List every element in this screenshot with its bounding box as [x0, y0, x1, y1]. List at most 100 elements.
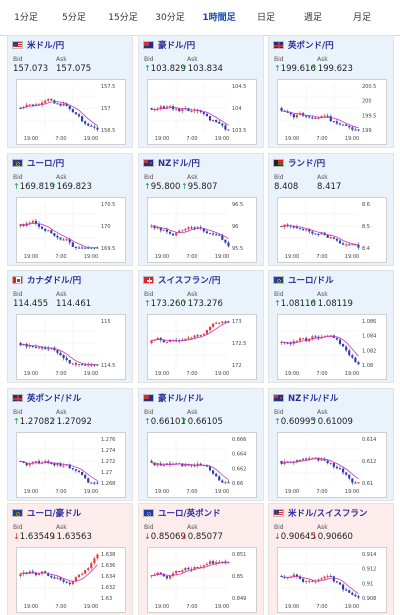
card-header[interactable]: カナダドル/円 — [8, 271, 132, 289]
chart-panel[interactable]: 104.5 104 103.5 19:00 7:00 19:00 — [147, 79, 257, 145]
currency-pair-name[interactable]: ユーロ/英ポンド — [158, 509, 221, 519]
y-tick-label: 0.849 — [232, 596, 246, 602]
rate-card[interactable]: ユーロ/英ポンド Bid Ask ↓0.85069 ↓0.85077 0.851 0.85 0… — [138, 503, 264, 615]
tab-1[interactable]: 5分足 — [62, 13, 86, 23]
currency-pair-name[interactable]: ユーロ/ドル — [288, 276, 334, 286]
tab-7[interactable]: 月足 — [352, 13, 371, 23]
rate-card[interactable]: 豪ドル/ドル Bid Ask ↑0.66101 ↑0.66105 0.666 0.664 0.… — [138, 388, 264, 501]
rate-card[interactable]: ユーロ/豪ドル Bid Ask ↓1.63549 ↓1.63563 1.638 1.636 1… — [7, 503, 133, 615]
chart-panel[interactable]: 1.276 1.274 1.272 1.27 1.268 19:00 7:00 19:00 — [16, 432, 126, 498]
y-tick-label: 172.5 — [232, 341, 246, 347]
chart-panel[interactable]: 1.638 1.636 1.634 1.632 1.63 19:00 7:00 19:00 — [16, 547, 126, 613]
currency-pair-name[interactable]: 米ドル/スイスフラン — [288, 509, 368, 519]
rate-card[interactable]: 英ポンド/ドル Bid Ask ↑1.27082 ↑1.27092 1.276 1.274 1… — [7, 388, 133, 501]
candle — [338, 339, 342, 345]
card-header[interactable]: ユーロ/英ポンド — [139, 504, 263, 522]
card-header[interactable]: ユーロ/豪ドル — [8, 504, 132, 522]
rate-card[interactable]: ユーロ/ドル Bid Ask ↑1.08116 ↑1.08119 1.086 1.084 1.… — [268, 270, 394, 383]
rate-card[interactable]: NZドル/円 Bid Ask ↑95.800 ↑95.807 96.5 96 95.5 19:0… — [138, 153, 264, 266]
tab-6[interactable]: 週足 — [303, 13, 322, 23]
rate-card[interactable]: NZドル/ドル Bid Ask ↑0.60995 ↑0.61009 0.614 0.612 0… — [268, 388, 394, 501]
flag-icon — [143, 509, 154, 517]
rate-card[interactable]: 豪ドル/円 Bid Ask ↑103.829 ↑103.834 104.5 104 103.5… — [138, 35, 264, 148]
currency-pair-name[interactable]: ユーロ/円 — [27, 159, 65, 169]
candle — [62, 103, 65, 106]
rate-card[interactable]: ユーロ/円 Bid Ask ↑169.819 ↑169.823 170.5 170 169.5… — [7, 153, 133, 266]
candle — [41, 347, 44, 349]
candle — [357, 129, 360, 131]
chart-panel[interactable]: 115 114.5 19:00 7:00 19:00 — [16, 314, 126, 380]
currency-pair-name[interactable]: カナダドル/円 — [27, 276, 82, 286]
chart-panel[interactable]: 173 172.5 172 19:00 7:00 19:00 — [147, 314, 257, 380]
tab-2[interactable]: 15分足 — [108, 13, 138, 23]
chart-panel[interactable]: 0.666 0.664 0.662 0.66 19:00 7:00 19:00 — [147, 432, 257, 498]
rate-card[interactable]: 米ドル/スイスフラン Bid Ask ↓0.90645 ↓0.90660 0.914 0.9… — [268, 503, 394, 615]
rate-card[interactable]: 英ポンド/円 Bid Ask ↑199.616 ↑199.623 200.5 200 199.… — [268, 35, 394, 148]
candle — [28, 222, 31, 224]
chart-panel[interactable]: 96.5 96 95.5 19:00 7:00 19:00 — [147, 197, 257, 263]
currency-pair-name[interactable]: 豪ドル/円 — [158, 41, 196, 51]
candle — [59, 352, 62, 356]
currency-pair-name[interactable]: 英ポンド/ドル — [27, 394, 82, 404]
currency-pair-name[interactable]: スイスフラン/円 — [158, 276, 221, 286]
card-header[interactable]: スイスフラン/円 — [139, 271, 263, 289]
currency-pair-name[interactable]: NZドル/ドル — [288, 394, 339, 404]
candle — [19, 573, 22, 576]
chart-panel[interactable]: 1.086 1.084 1.082 1.08 19:00 7:00 19:00 — [277, 314, 387, 380]
rate-card[interactable]: スイスフラン/円 Bid Ask ↑173.260 ↑173.276 173 172.5 17… — [138, 270, 264, 383]
rate-card[interactable]: カナダドル/円 Bid Ask 114.455 114.461 115 114.5 19:00… — [7, 270, 133, 383]
chart-panel[interactable]: 0.614 0.612 0.61 19:00 7:00 19:00 — [277, 432, 387, 498]
candle — [286, 577, 289, 579]
card-header[interactable]: NZドル/ドル — [269, 389, 393, 407]
y-tick-label: 1.276 — [101, 437, 115, 443]
rate-card[interactable]: ランド/円 Bid Ask 8.408 8.417 8.6 8.5 8.4 19:00 7:00 1… — [268, 153, 394, 266]
card-header[interactable]: 米ドル/円 — [8, 36, 132, 54]
x-tick-label: 19:00 — [24, 371, 38, 377]
card-header[interactable]: ユーロ/ドル — [269, 271, 393, 289]
candle — [342, 124, 345, 126]
currency-pair-name[interactable]: 米ドル/円 — [27, 41, 65, 51]
candle — [196, 567, 199, 569]
candle — [357, 362, 360, 365]
card-header[interactable]: 豪ドル/円 — [139, 36, 263, 54]
card-header[interactable]: ランド/円 — [269, 154, 393, 172]
chart-panel[interactable]: 170.5 170 169.5 19:00 7:00 19:00 — [16, 197, 126, 263]
y-tick-label: 1.27 — [101, 470, 112, 476]
tab-3[interactable]: 30分足 — [155, 13, 185, 23]
y-tick-label: 96.5 — [232, 202, 243, 208]
card-header[interactable]: 英ポンド/円 — [269, 36, 393, 54]
card-header[interactable]: NZドル/円 — [139, 154, 263, 172]
tab-0[interactable]: 1分足 — [14, 13, 38, 23]
chart-panel[interactable]: 200.5 200 199.5 199 19:00 7:00 19:00 — [277, 79, 387, 145]
candle — [34, 104, 37, 106]
currency-pair-name[interactable]: ユーロ/豪ドル — [27, 509, 82, 519]
card-header[interactable]: 豪ドル/ドル — [139, 389, 263, 407]
card-header[interactable]: ユーロ/円 — [8, 154, 132, 172]
arrow-up-icon: ↑ — [144, 299, 151, 308]
currency-pair-name[interactable]: 英ポンド/円 — [288, 41, 334, 51]
candle — [205, 563, 208, 566]
currency-pair-name[interactable]: 豪ドル/ドル — [158, 394, 204, 404]
candle — [31, 571, 34, 573]
rate-card[interactable]: 米ドル/円 Bid Ask 157.073 157.075 157.5 157 156.5 19… — [7, 35, 133, 148]
candle — [342, 468, 345, 473]
card-header[interactable]: 英ポンド/ドル — [8, 389, 132, 407]
candle — [62, 239, 65, 241]
chart-panel[interactable]: 157.5 157 156.5 19:00 7:00 19:00 — [16, 79, 126, 145]
candle — [218, 121, 221, 124]
chart-panel[interactable]: 0.851 0.85 0.849 19:00 7:00 19:00 — [147, 547, 257, 613]
tab-5[interactable]: 日足 — [256, 13, 275, 23]
candle — [44, 571, 47, 574]
tab-4[interactable]: 1時間足 — [195, 0, 243, 37]
candle — [47, 348, 50, 350]
currency-pair-name[interactable]: NZドル/円 — [158, 159, 200, 169]
chart-panel[interactable]: 0.914 0.912 0.91 0.908 19:00 7:00 19:00 — [277, 547, 387, 613]
ask-value: ↑199.623 — [311, 64, 353, 74]
currency-pair-name[interactable]: ランド/円 — [288, 159, 326, 169]
candle — [338, 582, 342, 585]
chart-panel[interactable]: 8.6 8.5 8.4 19:00 7:00 19:00 — [277, 197, 387, 263]
candle — [311, 457, 314, 459]
candle — [77, 470, 81, 472]
card-header[interactable]: 米ドル/スイスフラン — [269, 504, 393, 522]
x-tick-label: 19:00 — [155, 136, 169, 142]
